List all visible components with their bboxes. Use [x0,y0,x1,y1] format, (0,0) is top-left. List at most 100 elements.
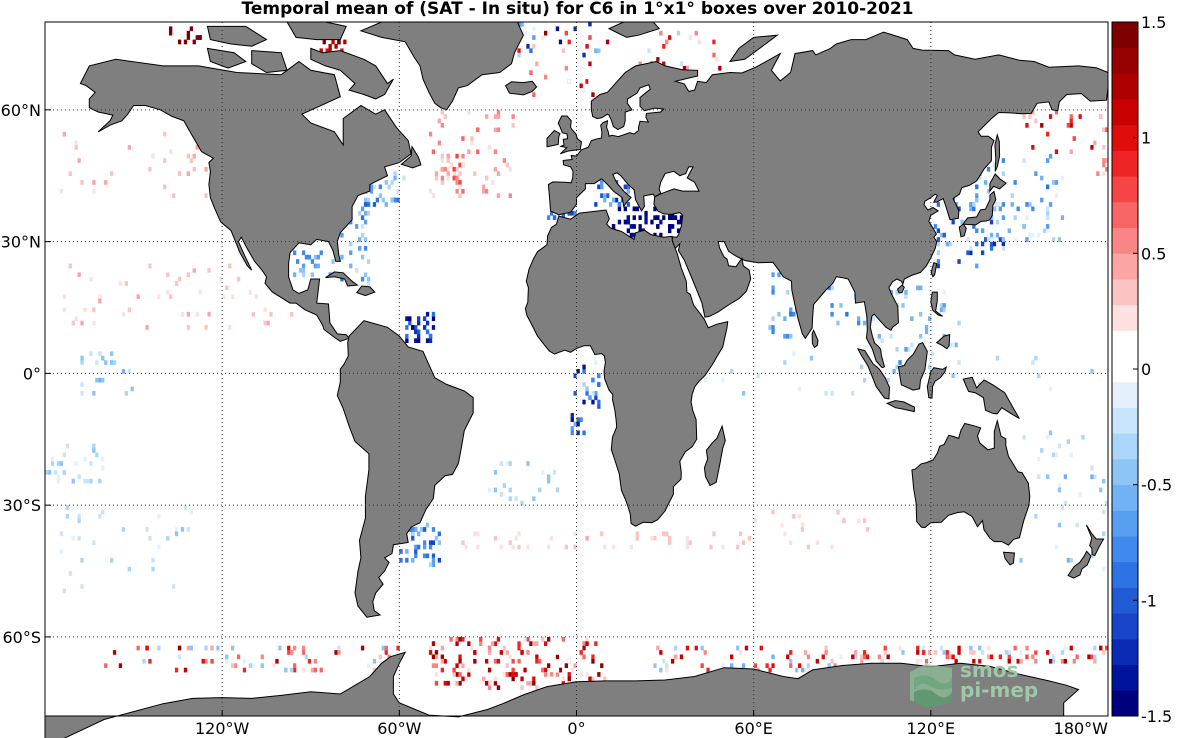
anomaly-cell [936,241,940,247]
anomaly-cell [671,224,675,229]
anomaly-cell [458,180,462,185]
anomaly-cell [130,527,134,532]
colorbar: 1.5 1 0.5 0 -0.5 -1 -1.5 [1111,13,1172,726]
anomaly-cell [307,254,312,260]
anomaly-cell [582,654,586,660]
anomaly-cell [130,386,134,392]
anomaly-cell [750,544,754,550]
anomaly-cell [431,316,436,321]
anomaly-cell [358,246,362,251]
anomaly-cell [747,535,752,541]
anomaly-cell [815,540,819,545]
anomaly-cell [307,658,312,664]
anomaly-cell [700,663,704,668]
anomaly-cell [614,197,619,203]
anomaly-cell [676,228,681,234]
anomaly-cell [653,215,657,220]
anomaly-cell [266,285,270,291]
anomaly-cell [576,373,580,379]
anomaly-cell [319,48,323,54]
anomaly-cell [461,118,465,124]
anomaly-cell [366,663,371,668]
anomaly-cell [360,215,365,220]
anomaly-cell [523,540,527,545]
anomaly-cell [972,224,976,229]
anomaly-cell [493,114,498,119]
anomaly-cell [493,166,498,172]
anomaly-cell [192,39,196,45]
land-japan-honshu [962,190,997,226]
anomaly-cell [204,193,208,198]
anomaly-cell [659,30,663,36]
anomaly-cell [1046,224,1050,229]
lon-tick-label: 180°W [1054,719,1109,738]
anomaly-cell [632,206,636,212]
anomaly-cell [916,645,920,651]
anomaly-cell [703,650,707,655]
anomaly-cell [112,360,117,365]
anomaly-cell [434,654,439,660]
anomaly-cell [443,636,447,642]
land-newfoundland [400,145,422,169]
colorbar-segment [1112,22,1138,49]
anomaly-cell [582,382,586,387]
anomaly-cell [588,22,592,27]
lat-tick-label: 60°N [1,101,41,120]
anomaly-cell [662,531,666,537]
anomaly-cell [428,540,433,545]
anomaly-cell [635,206,639,212]
anomaly-cell [1102,478,1106,484]
anomaly-cell [1046,206,1050,212]
anomaly-cell [423,553,427,559]
anomaly-cell [393,171,397,176]
anomaly-cell [423,316,427,321]
anomaly-cell [464,676,468,682]
anomaly-cell [402,175,406,181]
anomaly-cell [68,571,72,576]
anomaly-cell [789,663,793,668]
anomaly-cell [659,219,663,225]
anomaly-cell [231,663,235,668]
anomaly-cell [440,658,444,664]
anomaly-cell [476,149,480,155]
anomaly-cell [508,487,512,493]
anomaly-cell [493,641,498,646]
anomaly-cell [195,145,199,150]
anomaly-cell [532,44,536,49]
anomaly-cell [499,544,503,550]
anomaly-cell [573,421,577,427]
anomaly-cell [665,667,669,673]
anomaly-cell [461,676,465,682]
anomaly-cell [1022,434,1026,440]
anomaly-cell [201,658,205,664]
anomaly-cell [1063,474,1067,480]
anomaly-cell [824,391,828,396]
anomaly-cell [1007,228,1011,234]
anomaly-cell [945,650,949,655]
anomaly-cell [92,180,96,185]
colorbar-tick-label: 0.5 [1141,244,1166,263]
anomaly-cell [523,667,527,673]
anomaly-cell [1040,197,1044,203]
anomaly-cell [860,658,864,664]
anomaly-cell [452,166,456,172]
anomaly-cell [1066,123,1070,128]
anomaly-cell [573,373,577,379]
anomaly-cell [301,272,306,278]
anomaly-cell [340,276,344,282]
anomaly-cell [210,658,214,664]
land-australia [911,418,1031,546]
anomaly-cell [541,667,545,673]
anomaly-cell [493,487,498,493]
anomaly-cell [1034,658,1038,664]
lon-tick-label: 120°W [195,719,250,738]
anomaly-cell [334,44,338,49]
anomaly-cell [331,39,335,45]
anomaly-cell [411,535,415,541]
anomaly-cell [502,645,506,651]
anomaly-cell [417,320,421,326]
anomaly-cell [975,241,979,247]
anomaly-cell [541,636,545,642]
anomaly-cell [798,386,802,392]
